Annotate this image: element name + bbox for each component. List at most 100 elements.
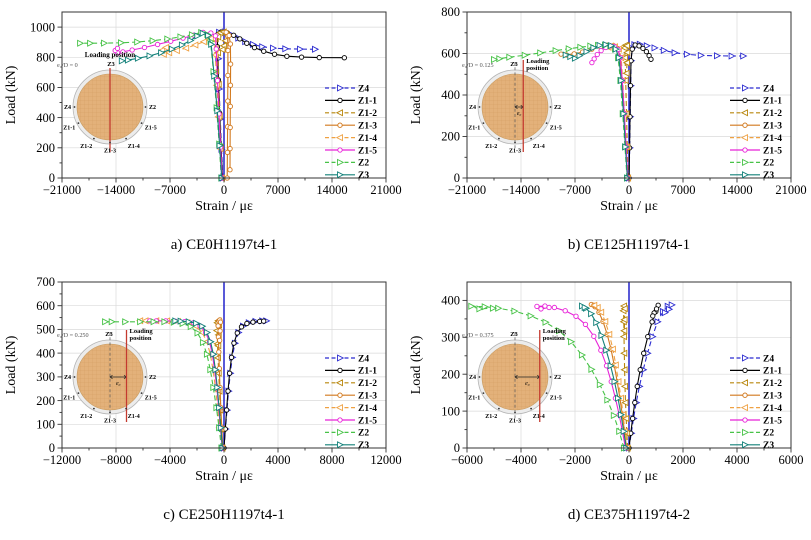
- legend-item-Z1-4: Z1-4: [730, 404, 782, 414]
- x-tick-label: 12000: [370, 453, 401, 467]
- eccentricity-label: e₀: [116, 381, 121, 387]
- x-tick-label: 4000: [725, 453, 750, 467]
- x-tick-label: 2000: [671, 453, 696, 467]
- legend-label: Z2: [763, 159, 774, 169]
- legend-item-Z4: Z4: [730, 354, 774, 364]
- x-tick-label: 0: [221, 183, 227, 197]
- chart-caption-c: c) CE250H1197t4-1: [163, 507, 285, 523]
- chart-caption-a: a) CE0H1197t4-1: [170, 237, 278, 253]
- gauge-dot-Z4: [73, 106, 76, 108]
- y-tick-label: 200: [441, 367, 460, 381]
- legend-item-Z1-1: Z1-1: [730, 367, 782, 377]
- x-tick-label: −2000: [559, 453, 591, 467]
- gauge-dot-Z1-1: [482, 122, 485, 124]
- gauge-label-Z1-5: Z1-5: [145, 396, 157, 402]
- chart-canvas-c: −12000 −8000 −4000 0 4000 8000 12000 0 100 200 300…: [4, 275, 402, 484]
- legend-item-Z4: Z4: [325, 354, 369, 364]
- gauge-label-Z1-5: Z1-5: [550, 396, 562, 402]
- x-tick-label: −14000: [502, 183, 540, 197]
- x-tick-label: 0: [221, 453, 227, 467]
- gauge-label-Z1-3: Z1-3: [104, 419, 116, 425]
- y-tick-label: 800: [441, 5, 460, 19]
- legend-item-Z1-1: Z1-1: [325, 367, 377, 377]
- gauge-label-Z1-1: Z1-1: [468, 126, 480, 132]
- axis-ticks: [462, 299, 792, 453]
- gauge-dot-Z1-2: [498, 137, 500, 140]
- x-axis-label: Strain / με: [195, 469, 253, 484]
- legend-label: Z3: [763, 171, 774, 181]
- gauge-dot-Z1-4: [530, 137, 532, 140]
- inset-cross-section: Loading position Z3 e₀/D = 0 Z4 Z2 Z1-1 Z1-5 Z1…: [57, 51, 157, 155]
- x-tick-label: 21000: [370, 183, 401, 197]
- gauge-label-Z1-4: Z1-4: [128, 144, 140, 150]
- gauge-dot-Z1-3: [109, 411, 111, 414]
- y-tick-label: 800: [36, 50, 55, 64]
- x-tick-label: −12000: [43, 453, 81, 467]
- gauge-label-Z1-1: Z1-1: [468, 396, 480, 402]
- gauge-label-Z1-3: Z1-3: [509, 149, 521, 155]
- y-tick-label: 100: [36, 417, 55, 431]
- tick-labels: −12000 −8000 −4000 0 4000 8000 12000 0 100 200 300…: [36, 275, 401, 467]
- series-Z3: [562, 40, 632, 182]
- legend: Z4 Z1-1 Z1-2 Z1-3 Z1-4 Z1-5 Z2 Z3: [730, 354, 782, 451]
- x-tick-label: −14000: [97, 183, 135, 197]
- legend-label: Z1-5: [763, 416, 782, 426]
- legend-item-Z4: Z4: [325, 84, 369, 94]
- chart-cell-a: −21000 −14000 −7000 0 7000 14000 21000 0 200 400 6…: [0, 0, 405, 270]
- y-tick-label: 600: [36, 81, 55, 95]
- y-tick-label: 400: [441, 88, 460, 102]
- y-tick-label: 300: [36, 370, 55, 384]
- x-tick-label: 21000: [775, 183, 806, 197]
- chart-canvas-d: −6000 −4000 −2000 0 2000 4000 6000 0 100 200 300 40…: [409, 281, 804, 484]
- legend-item-Z1-4: Z1-4: [730, 134, 782, 144]
- gauge-label-Z1-2: Z1-2: [485, 414, 497, 420]
- y-tick-label: 0: [49, 441, 55, 455]
- gauge-dot-Z2: [144, 106, 147, 108]
- axis-ticks: [57, 281, 387, 453]
- y-tick-label: 100: [441, 404, 460, 418]
- gauge-dot-Z1-1: [482, 392, 485, 394]
- x-tick-label: −21000: [43, 183, 81, 197]
- legend-label: Z4: [763, 354, 774, 364]
- gauge-label-Z1-4: Z1-4: [533, 414, 545, 420]
- loading-position-label-2: position: [526, 65, 548, 72]
- legend-label: Z3: [763, 441, 774, 451]
- gauge-dot-Z1-3: [514, 141, 516, 144]
- legend-item-Z2: Z2: [730, 429, 774, 439]
- legend-item-Z2: Z2: [730, 159, 774, 169]
- legend: Z4 Z1-1 Z1-2 Z1-3 Z1-4 Z1-5 Z2 Z3: [325, 84, 377, 181]
- legend-item-Z1-5: Z1-5: [730, 416, 782, 426]
- loading-position-label: Loading position: [85, 51, 135, 59]
- gauge-label-Z4: Z4: [469, 375, 476, 381]
- legend-label: Z1-1: [763, 367, 782, 377]
- series-Z1-1: [626, 42, 654, 181]
- y-tick-label: 1000: [30, 20, 55, 34]
- eccentricity-label: e₀: [525, 381, 530, 387]
- x-tick-label: 8000: [320, 453, 345, 467]
- legend-item-Z1-1: Z1-1: [730, 97, 782, 107]
- y-tick-label: 300: [441, 331, 460, 345]
- x-tick-label: −8000: [100, 453, 132, 467]
- gauge-dot-Z1-4: [125, 137, 127, 140]
- legend-item-Z2: Z2: [325, 429, 369, 439]
- gauge-label-Z4: Z4: [469, 105, 476, 111]
- legend-item-Z3: Z3: [730, 441, 774, 451]
- y-axis-label: Load (kN): [409, 335, 424, 394]
- chart-caption-d: d) CE375H1197t4-2: [567, 507, 691, 523]
- gauge-label-Z1-2: Z1-2: [80, 144, 92, 150]
- x-tick-label: 0: [626, 453, 632, 467]
- legend-item-Z1-2: Z1-2: [730, 379, 782, 389]
- y-tick-label: 200: [36, 394, 55, 408]
- x-axis-label: Strain / με: [600, 469, 658, 484]
- gauge-label-Z2: Z2: [149, 105, 156, 111]
- tick-labels: −21000 −14000 −7000 0 7000 14000 21000 0 200 400 6…: [441, 5, 806, 197]
- gauge-dot-Z1-2: [498, 407, 500, 410]
- gauge-label-Z1-3: Z1-3: [104, 149, 116, 155]
- chart-canvas-b: −21000 −14000 −7000 0 7000 14000 21000 0 200 400 6…: [409, 5, 807, 214]
- legend-item-Z2: Z2: [325, 159, 369, 169]
- legend-label: Z2: [763, 429, 774, 439]
- y-axis-label: Load (kN): [4, 65, 19, 124]
- gauge-label-Z1-4: Z1-4: [128, 414, 140, 420]
- legend-label: Z1-2: [358, 379, 377, 389]
- y-tick-label: 200: [441, 130, 460, 144]
